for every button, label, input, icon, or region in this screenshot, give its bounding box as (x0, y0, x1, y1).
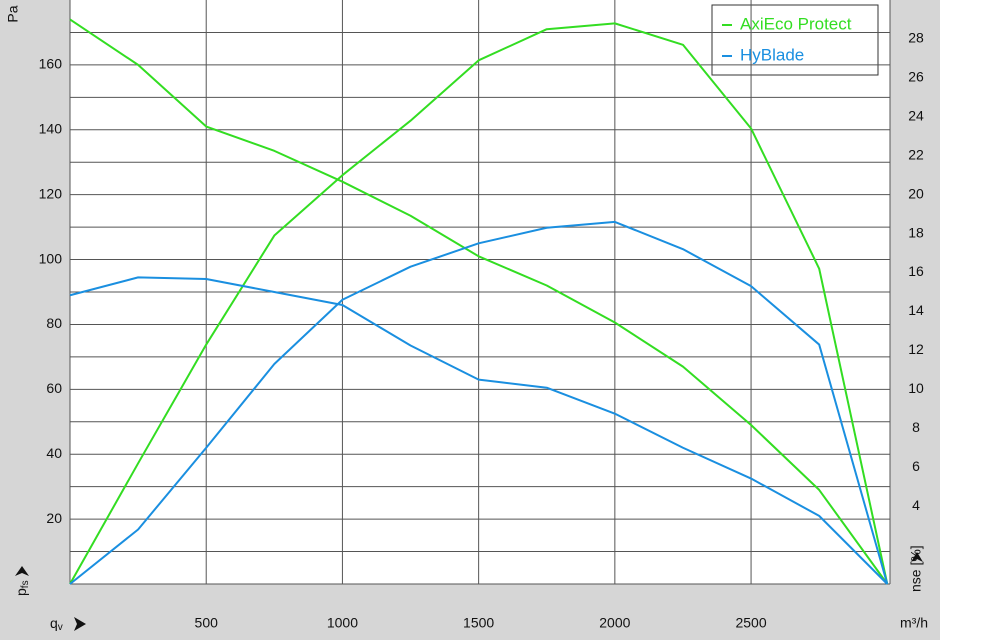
y-tick-label: 160 (39, 56, 63, 72)
x-tick-label: 2500 (735, 615, 766, 631)
x-tick-label: 2000 (599, 615, 630, 631)
y2-tick-label: 12 (908, 341, 924, 357)
y2-tick-label: 10 (908, 380, 924, 396)
y2-tick-label: 8 (912, 419, 920, 435)
y-label-subscript: fs (20, 580, 31, 588)
y2-tick-label: 18 (908, 224, 924, 240)
legend-label: AxiEco Protect (740, 14, 852, 33)
y2-tick-label: 20 (908, 185, 924, 201)
y-tick-label: 40 (46, 445, 62, 461)
x-tick-label: 1500 (463, 615, 494, 631)
y-tick-label: 80 (46, 315, 62, 331)
y-tick-label: 120 (39, 185, 63, 201)
efficiency-line (69, 220, 889, 585)
x-tick-label: 1000 (327, 615, 358, 631)
y2-tick-label: 14 (908, 302, 924, 318)
y2-arrow (911, 552, 923, 562)
y-unit: Pa (5, 5, 21, 22)
x-tick-label: 500 (195, 615, 219, 631)
legend-box (711, 4, 879, 76)
efficiency-line (69, 22, 889, 585)
y-label: pfs (13, 580, 31, 596)
y2-tick-label: 6 (912, 458, 920, 474)
y-arrow (15, 566, 29, 576)
y-tick-label: 140 (39, 120, 63, 136)
x-label-subscript: v (58, 622, 63, 633)
x-arrow (74, 617, 86, 631)
pressure-line (69, 18, 889, 585)
y2-tick-label: 22 (908, 146, 924, 162)
y-tick-label: 20 (46, 510, 62, 526)
y2-tick-label: 26 (908, 69, 924, 85)
x-label: qv (50, 615, 63, 633)
y-tick-label: 100 (39, 250, 63, 266)
x-label-symbol: q (50, 615, 58, 631)
y-tick-label: 60 (46, 380, 62, 396)
y2-tick-label: 4 (912, 497, 920, 513)
legend-label: HyBlade (740, 45, 804, 64)
y2-tick-label: 16 (908, 263, 924, 279)
y2-tick-label: 24 (908, 108, 924, 124)
pressure-line (69, 276, 888, 585)
y2-label: nse [%] (908, 545, 924, 592)
y2-tick-label: 28 (908, 30, 924, 46)
x-unit: m³/h (900, 615, 928, 631)
y-label-symbol: p (13, 588, 29, 596)
